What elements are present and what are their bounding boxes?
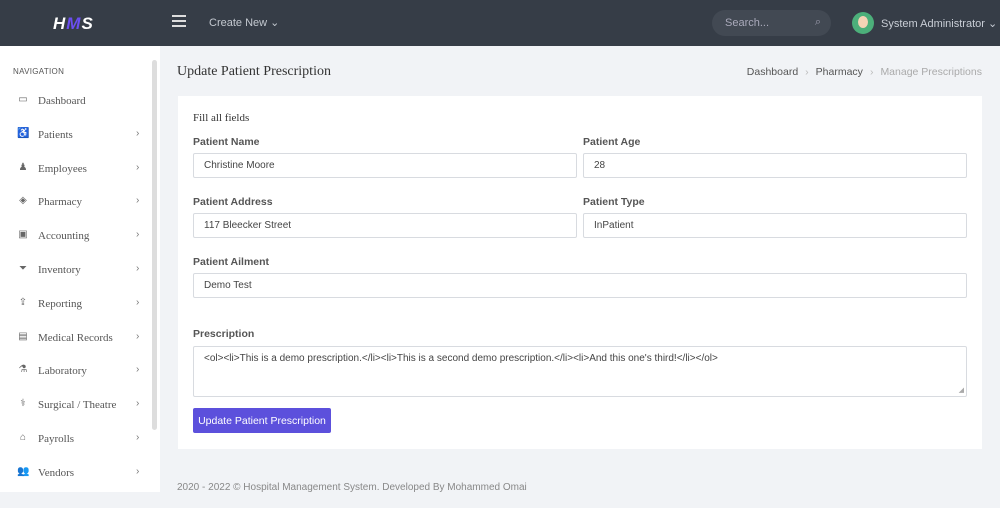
nav-heading: NAVIGATION (13, 67, 65, 76)
label: Patient Name (193, 136, 260, 148)
sidebar-item-label: Pharmacy (38, 196, 82, 209)
breadcrumb: Dashboard › Pharmacy › Manage Prescriptions (746, 66, 982, 78)
filter-icon: ⏷ (19, 263, 27, 274)
chevron-right-icon: › (136, 127, 140, 139)
label: Patient Address (193, 196, 273, 208)
avatar[interactable] (852, 12, 874, 34)
form-instruction: Fill all fields (193, 112, 250, 124)
prescription-form: Fill all fields Patient Name Christine M… (178, 96, 982, 449)
label: Patient Type (583, 196, 645, 208)
sidebar-item-patients[interactable]: ♿ Patients › (0, 126, 150, 146)
patient-ailment-field[interactable]: Demo Test (193, 273, 967, 298)
file-icon: ▤ (18, 330, 28, 342)
breadcrumb-pharmacy[interactable]: Pharmacy (815, 66, 863, 78)
sidebar-item-label: Vendors (38, 466, 75, 479)
chevron-right-icon: › (136, 432, 140, 443)
chevron-right-icon: › (136, 263, 140, 274)
breadcrumb-dashboard[interactable]: Dashboard (746, 66, 799, 78)
footer: 2020 - 2022 © Hospital Management System… (177, 482, 527, 493)
chevron-right-icon: › (136, 161, 140, 173)
sidebar-item-inventory[interactable]: ⏷ Inventory › (0, 261, 150, 281)
chevron-right-icon: › (136, 364, 140, 376)
sidebar-item-medical-records[interactable]: ▤ Medical Records › (0, 329, 150, 349)
sidebar-item-label: Medical Records (38, 331, 113, 344)
prescription-textarea[interactable]: <ol><li>This is a demo prescription.</li… (193, 346, 967, 397)
sidebar-item-reporting[interactable]: ⇪ Reporting › (0, 295, 150, 315)
label: Patient Ailment (193, 256, 270, 268)
sidebar-item-label: Dashboard (38, 95, 86, 107)
sidebar-scrollbar[interactable] (152, 60, 157, 430)
sidebar-item-pharmacy[interactable]: ◈ Pharmacy › (0, 193, 150, 213)
breadcrumb-current: Manage Prescriptions (880, 66, 982, 78)
upload-icon: ⇪ (18, 296, 28, 308)
monitor-icon: ▭ (18, 94, 28, 105)
patient-type-field[interactable]: InPatient (583, 213, 967, 238)
search-input[interactable]: Search... ⌕ (712, 10, 831, 36)
chevron-right-icon: › (136, 330, 140, 342)
sidebar-item-label: Laboratory (38, 365, 87, 378)
top-bar: HMS Create New ⌄ Search... ⌕ System Admin… (0, 0, 1000, 46)
sidebar-item-label: Inventory (38, 264, 81, 276)
sidebar: NAVIGATION ▭ Dashboard ♿ Patients › ♟ Employee… (0, 46, 160, 492)
patient-name-field[interactable]: Christine Moore (193, 153, 577, 178)
create-new-dropdown[interactable]: Create New ⌄ (209, 17, 280, 29)
chevron-right-icon: › (136, 398, 140, 410)
sidebar-item-label: Surgical / Theatre (38, 399, 117, 412)
label: Prescription (193, 328, 255, 340)
sidebar-item-accounting[interactable]: ▣ Accounting › (0, 227, 150, 247)
chevron-right-icon: › (136, 465, 140, 477)
sidebar-item-surgical-theatre[interactable]: ⚕ Surgical / Theatre › (0, 396, 150, 416)
chevron-right-icon: › (136, 229, 140, 241)
search-icon: ⌕ (814, 16, 821, 28)
money-icon: ▣ (18, 229, 28, 241)
label: Patient Age (583, 136, 641, 148)
sidebar-item-label: Payrolls (38, 433, 75, 445)
pill-icon: ◈ (19, 195, 27, 207)
sidebar-item-payrolls[interactable]: ⌂ Payrolls › (0, 430, 150, 450)
surgery-icon: ⚕ (20, 398, 26, 410)
sidebar-item-label: Accounting (38, 230, 90, 243)
user-menu[interactable]: System Administrator ⌄ (881, 18, 998, 30)
chevron-right-icon: › (136, 296, 140, 308)
chevron-right-icon: › (136, 195, 140, 207)
sidebar-item-label: Employees (38, 162, 87, 175)
patient-address-field[interactable]: 117 Bleecker Street (193, 213, 577, 238)
patient-age-field[interactable]: 28 (583, 153, 967, 178)
update-prescription-button[interactable]: Update Patient Prescription (193, 408, 331, 433)
sidebar-item-employees[interactable]: ♟ Employees › (0, 160, 150, 180)
page-title: Update Patient Prescription (177, 64, 331, 79)
resize-handle-icon[interactable]: ◢ (958, 387, 964, 394)
sidebar-item-vendors[interactable]: 👥 Vendors › (0, 464, 150, 484)
flask-icon: ⚗ (18, 364, 28, 376)
sidebar-item-label: Patients (38, 128, 73, 141)
briefcase-icon: ⌂ (19, 432, 26, 443)
sidebar-item-label: Reporting (38, 297, 82, 310)
menu-toggle-icon[interactable] (172, 15, 186, 27)
logo[interactable]: HMS (53, 14, 94, 33)
user-icon: ♟ (18, 161, 28, 173)
sidebar-item-laboratory[interactable]: ⚗ Laboratory › (0, 362, 150, 382)
wheelchair-icon: ♿ (17, 127, 30, 139)
chevron-down-icon: ⌄ (270, 17, 280, 29)
users-icon: 👥 (17, 465, 30, 477)
sidebar-item-dashboard[interactable]: ▭ Dashboard (0, 92, 150, 112)
chevron-down-icon: ⌄ (987, 18, 998, 30)
